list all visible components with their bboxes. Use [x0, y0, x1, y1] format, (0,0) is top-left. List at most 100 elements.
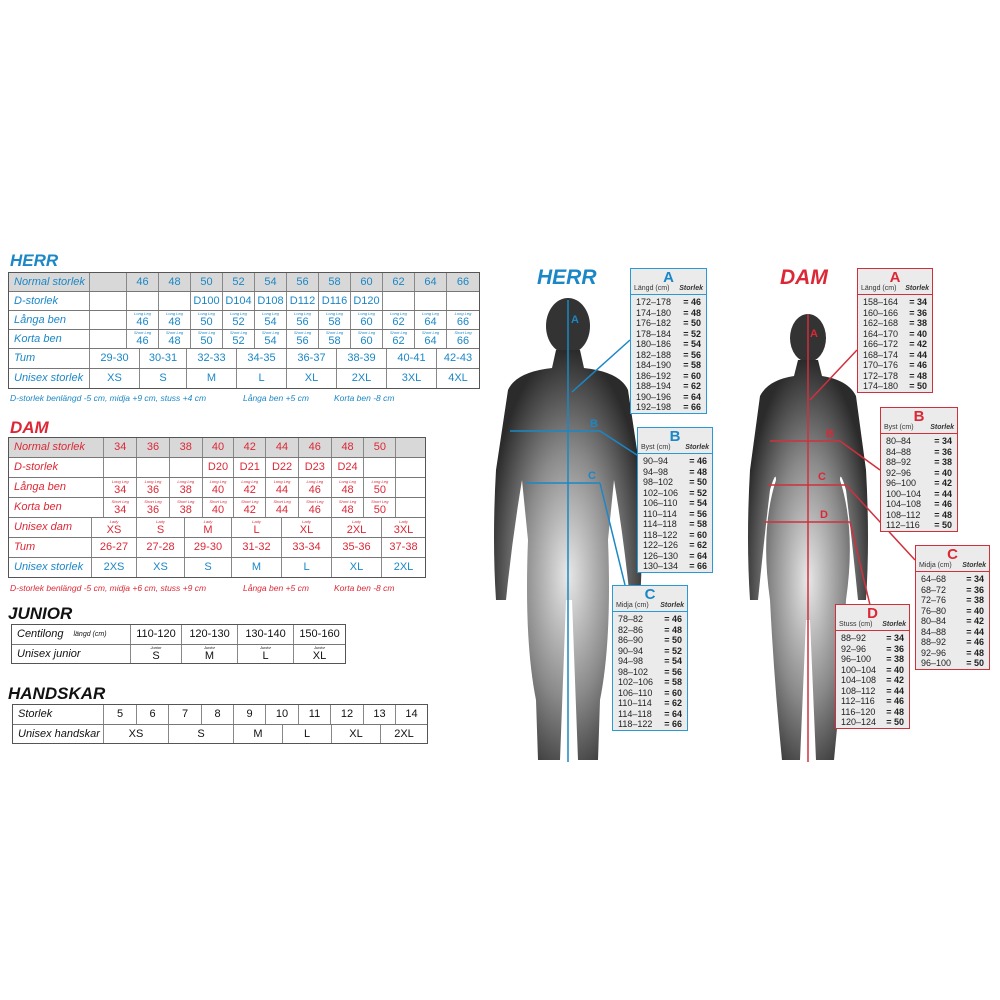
range: 108–112 — [841, 685, 876, 696]
table-cell — [363, 458, 395, 477]
size: = 60 — [664, 687, 682, 698]
box-row: 182–188 = 56 — [631, 350, 706, 361]
cell-tag: Short Leg — [229, 330, 248, 335]
cell-value: 38 — [179, 441, 192, 453]
table-row: Tum 29-30 30-31 32-33 34-35 36-37 38-39 40-41 42… — [9, 348, 479, 368]
table-cell: M — [186, 369, 236, 388]
box-row: 100–104 = 40 — [836, 665, 909, 676]
cell-value: 36-37 — [297, 352, 326, 364]
cell-tag: Long Leg — [422, 311, 439, 316]
box-letter: A — [663, 269, 674, 286]
box-letter: B — [913, 408, 925, 425]
cell-tag: Short Leg — [371, 498, 389, 504]
herr-figure-title: HERR — [537, 266, 597, 289]
size: = 38 — [934, 457, 952, 467]
cell-value: S — [204, 561, 212, 573]
box-row: 174–180 = 50 — [858, 381, 932, 392]
table-cell: Long Leg 34 — [103, 478, 136, 497]
table-row: Unisex junior Junior S Junior M Junior L Junior… — [12, 644, 345, 663]
size: = 46 — [683, 297, 701, 307]
box-row: 160–166 = 36 — [858, 308, 932, 319]
box-col-measure: Midja (cm) — [919, 562, 952, 569]
table-cell: Long Leg 40 — [201, 478, 234, 497]
box-rows: 90–94 = 46 94–98 = 48 98–102 = 50 102–106 = 52 1… — [638, 454, 712, 572]
cell-tag: Junior — [314, 645, 325, 650]
size: = 48 — [683, 307, 701, 318]
table-cell: 40-41 — [386, 349, 436, 368]
row-label-text: Centilong — [17, 628, 64, 640]
table-cell: 36 — [136, 438, 169, 457]
cell-value: 32-33 — [197, 352, 226, 364]
range: 88–92 — [886, 457, 912, 467]
size: = 48 — [664, 624, 682, 635]
size: = 42 — [934, 478, 952, 488]
table-cell: Junior S — [130, 645, 181, 663]
table-cell: Short Leg 66 — [446, 330, 479, 348]
cell-value: 54 — [264, 335, 277, 347]
range: 192–198 — [636, 402, 672, 412]
size: = 58 — [689, 519, 707, 529]
table-cell: 2XS — [91, 558, 136, 577]
range: 190–196 — [636, 391, 672, 402]
cell-value: 64 — [424, 275, 437, 288]
table-cell: Junior M — [181, 645, 237, 663]
cell-tag: Long Leg — [371, 478, 389, 484]
cell-value: 36 — [146, 441, 160, 453]
size: = 52 — [689, 487, 707, 498]
row-label: D-storlek — [9, 292, 89, 310]
cell-value: 29-30 — [193, 541, 223, 553]
box-col-size: Storlek — [930, 424, 954, 431]
size: = 50 — [909, 381, 927, 391]
box-rows: 78–82 = 46 82–86 = 48 86–90 = 50 90–94 = 52 94–9… — [613, 612, 687, 730]
cell-value: 37-38 — [389, 541, 418, 553]
table-cell: Short Leg 58 — [318, 330, 350, 348]
box-row: 172–178 = 48 — [858, 371, 932, 382]
size: = 58 — [664, 677, 682, 687]
cell-value: XL — [304, 372, 319, 384]
table-cell: 35-36 — [331, 538, 381, 557]
range: 108–112 — [886, 509, 921, 520]
size: = 50 — [934, 520, 952, 530]
table-cell — [89, 292, 126, 310]
size: = 46 — [934, 499, 952, 509]
row-label: Långa ben — [9, 478, 103, 497]
cell-tag: Long Leg — [262, 311, 279, 316]
box-row: 98–102 = 56 — [613, 667, 687, 678]
size: = 48 — [966, 647, 984, 658]
table-cell — [168, 458, 202, 477]
row-label: Unisex storlek — [9, 369, 89, 388]
size: = 38 — [909, 318, 927, 328]
range: 182–188 — [636, 349, 672, 360]
table-cell: Long Leg 42 — [233, 478, 265, 497]
table-cell: Long Leg 60 — [350, 311, 382, 329]
cell-tag: Long Leg — [198, 311, 215, 316]
cell-value: 56 — [296, 275, 309, 288]
table-cell — [89, 330, 126, 348]
cell-value: 46 — [136, 316, 149, 328]
box-row: 96–100 = 38 — [836, 654, 909, 665]
box-col-measure: Byst (cm) — [884, 424, 914, 431]
cell-value: D112 — [289, 294, 316, 307]
cell-tag: Short Leg — [133, 330, 152, 335]
cell-tag: Lady — [203, 518, 213, 524]
box-row: 114–118 = 64 — [613, 709, 687, 720]
cell-value: L — [303, 727, 311, 740]
cell-value: 110-120 — [136, 628, 176, 640]
table-cell: XS — [89, 369, 139, 388]
box-col-measure: Byst (cm) — [641, 444, 671, 451]
box-row: 172–178 = 46 — [631, 297, 706, 308]
cell-value: 48 — [168, 275, 181, 288]
table-cell: XL — [331, 558, 381, 577]
table-cell: Short Leg 60 — [350, 330, 382, 348]
cell-value: 38 — [179, 503, 192, 516]
size: = 36 — [966, 584, 984, 595]
cell-tag: Short Leg — [306, 498, 324, 504]
box-row: 104–108 = 46 — [881, 499, 957, 510]
table-cell: D20 — [201, 458, 234, 477]
row-label-text: Unisex storlek — [14, 561, 84, 573]
box-rows: 88–92 = 34 92–96 = 36 96–100 = 38 100–104 = 40 1… — [836, 631, 909, 728]
range: 104–108 — [841, 675, 877, 685]
junior-title: JUNIOR — [8, 604, 73, 623]
table-cell: 27-28 — [136, 538, 184, 557]
table-cell: Lady XL — [281, 518, 331, 537]
